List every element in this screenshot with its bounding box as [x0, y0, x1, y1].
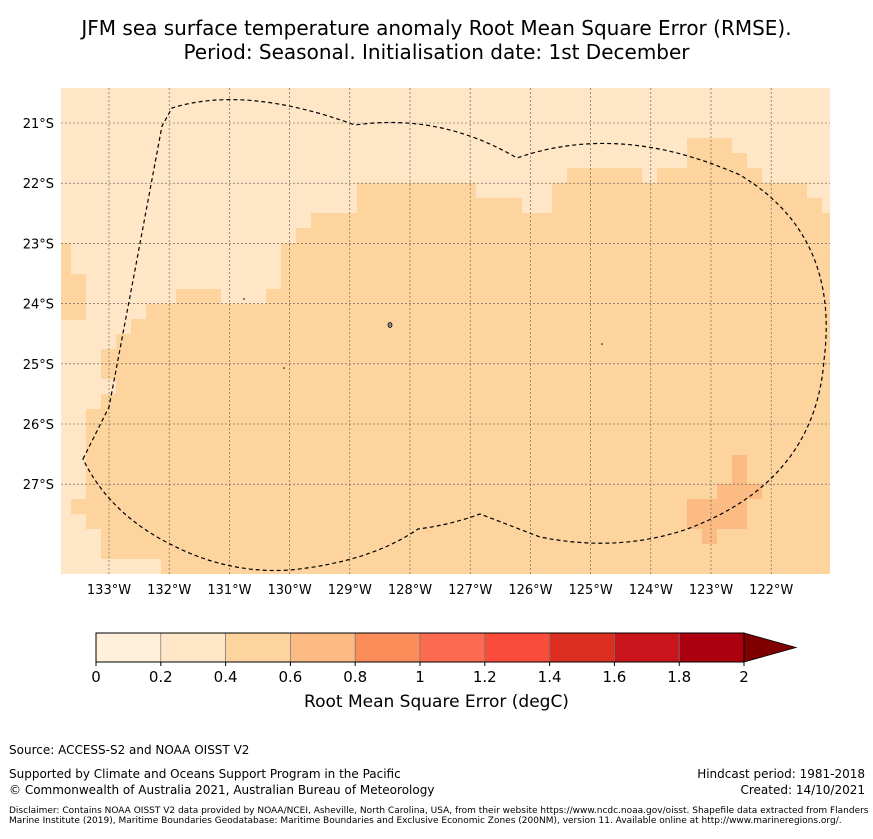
lat-label: 21°S	[23, 117, 54, 132]
longitude-labels: 133°W 132°W 131°W 130°W 129°W 128°W 127°W 126°W…	[87, 583, 794, 598]
latitude-labels: 21°S 22°S 23°S 24°S 25°S 26°S 27°S	[23, 117, 54, 493]
lon-label: 132°W	[147, 583, 191, 598]
colorbar-segment	[484, 632, 550, 663]
colorbar-label: Root Mean Square Error (degC)	[304, 692, 569, 712]
colorbar-segment	[614, 632, 680, 663]
colorbar	[95, 632, 798, 663]
hindcast-period: Hindcast period: 1981-2018	[697, 767, 865, 781]
supported-text: Supported by Climate and Oceans Support …	[9, 767, 401, 781]
rmse-low-patch	[101, 379, 116, 394]
lon-label: 124°W	[629, 583, 673, 598]
lat-label: 22°S	[23, 177, 54, 192]
island-marker	[601, 343, 603, 345]
lon-label: 123°W	[689, 583, 733, 598]
lon-label: 131°W	[207, 583, 251, 598]
eez-boundary	[82, 99, 827, 572]
lat-label: 27°S	[23, 478, 54, 493]
lat-label: 23°S	[23, 237, 54, 252]
colorbar-tick-label: 1.2	[473, 668, 497, 686]
colorbar-segment	[549, 632, 615, 663]
colorbar-segment	[419, 632, 486, 663]
rmse-field-main	[71, 138, 830, 574]
colorbar-segment	[225, 632, 291, 663]
lon-label: 133°W	[87, 583, 131, 598]
graticule	[61, 88, 830, 574]
colorbar-tick-label: 0.4	[214, 668, 238, 686]
lat-label: 25°S	[23, 358, 54, 373]
colorbar-tick-label: 1.6	[602, 668, 626, 686]
copyright-text: © Commonwealth of Australia 2021, Austra…	[9, 783, 435, 797]
rmse-left-strip-2	[71, 274, 86, 320]
colorbar-tick-label: 1.8	[667, 668, 691, 686]
colorbar-segment	[160, 632, 226, 663]
lon-label: 130°W	[268, 583, 312, 598]
colorbar-ticks: 0 0.2 0.4 0.6 0.8 1 1.2 1.4 1.6 1.8 2	[91, 662, 749, 686]
lat-label: 26°S	[23, 418, 54, 433]
disclaimer-text: Disclaimer: Contains NOAA OISST V2 data …	[9, 806, 869, 826]
created-date: Created: 14/10/2021	[740, 783, 865, 797]
title-line-1: JFM sea surface temperature anomaly Root…	[81, 16, 792, 40]
lon-label: 127°W	[448, 583, 492, 598]
source-text: Source: ACCESS-S2 and NOAA OISST V2	[9, 743, 250, 757]
island-marker	[387, 322, 393, 328]
colorbar-extend-arrow	[743, 632, 798, 663]
colorbar-tick-label: 0	[91, 668, 101, 686]
colorbar-tick-label: 0.8	[343, 668, 367, 686]
colorbar-tick-label: 2	[739, 668, 749, 686]
rmse-map	[61, 88, 830, 574]
lon-label: 129°W	[328, 583, 372, 598]
island-marker	[243, 298, 245, 300]
lon-label: 126°W	[508, 583, 552, 598]
colorbar-tick-label: 0.2	[149, 668, 173, 686]
chart-title: JFM sea surface temperature anomaly Root…	[0, 16, 873, 64]
colorbar-tick-label: 1.4	[538, 668, 562, 686]
lon-label: 128°W	[388, 583, 432, 598]
lon-label: 122°W	[749, 583, 793, 598]
colorbar-segment	[290, 632, 356, 663]
colorbar-segment	[354, 632, 421, 663]
colorbar-segment	[95, 632, 162, 663]
colorbar-segment	[678, 632, 745, 663]
title-line-2: Period: Seasonal. Initialisation date: 1…	[183, 40, 690, 64]
rmse-high-patch	[687, 455, 762, 544]
rmse-left-strip	[61, 243, 71, 320]
island-marker	[283, 367, 285, 369]
colorbar-tick-label: 1	[415, 668, 425, 686]
lon-label: 125°W	[569, 583, 613, 598]
lat-label: 24°S	[23, 298, 54, 313]
colorbar-tick-label: 0.6	[278, 668, 302, 686]
